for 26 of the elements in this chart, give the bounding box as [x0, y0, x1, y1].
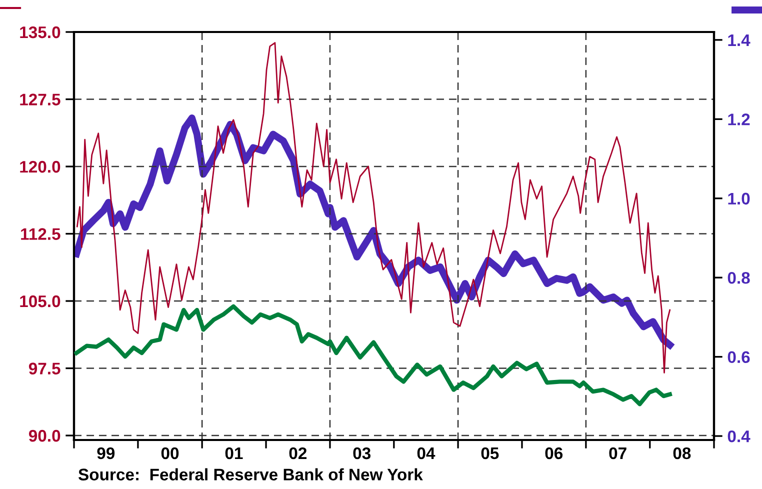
- x-tick-label: 99: [97, 447, 115, 460]
- x-tick-label: 02: [289, 447, 307, 460]
- x-tick-label: 04: [417, 447, 436, 460]
- line-series: [74, 304, 672, 406]
- y2-tick-label: 0.8: [728, 272, 750, 284]
- y-tick-label: 90.0: [28, 430, 60, 442]
- y-tick-label: 97.5: [28, 362, 60, 374]
- x-tick-label: 01: [225, 447, 243, 460]
- y-tick-label: 112.5: [21, 228, 60, 240]
- source-note: Source: Federal Reserve Bank of New York: [78, 468, 423, 480]
- y2-tick-label: 1.0: [728, 192, 750, 205]
- y-tick-label: 120.0: [20, 160, 60, 173]
- x-tick-label: 05: [481, 447, 499, 460]
- y2-tick-label: 0.4: [728, 430, 750, 442]
- x-tick-label: 08: [673, 447, 691, 460]
- y2-tick-label: 0.6: [728, 351, 750, 364]
- y2-tick-label: 1.4: [728, 34, 750, 46]
- line-series: [76, 42, 671, 374]
- y-tick-label: 135.0: [20, 26, 60, 38]
- y-tick-label: 105.0: [20, 295, 60, 308]
- x-tick-label: 00: [161, 447, 179, 460]
- y2-tick-label: 1.2: [728, 114, 750, 126]
- x-tick-label: 06: [545, 447, 563, 460]
- x-tick-label: 07: [609, 447, 626, 460]
- y-tick-label: 127.5: [20, 94, 60, 106]
- x-tick-label: 03: [353, 447, 371, 460]
